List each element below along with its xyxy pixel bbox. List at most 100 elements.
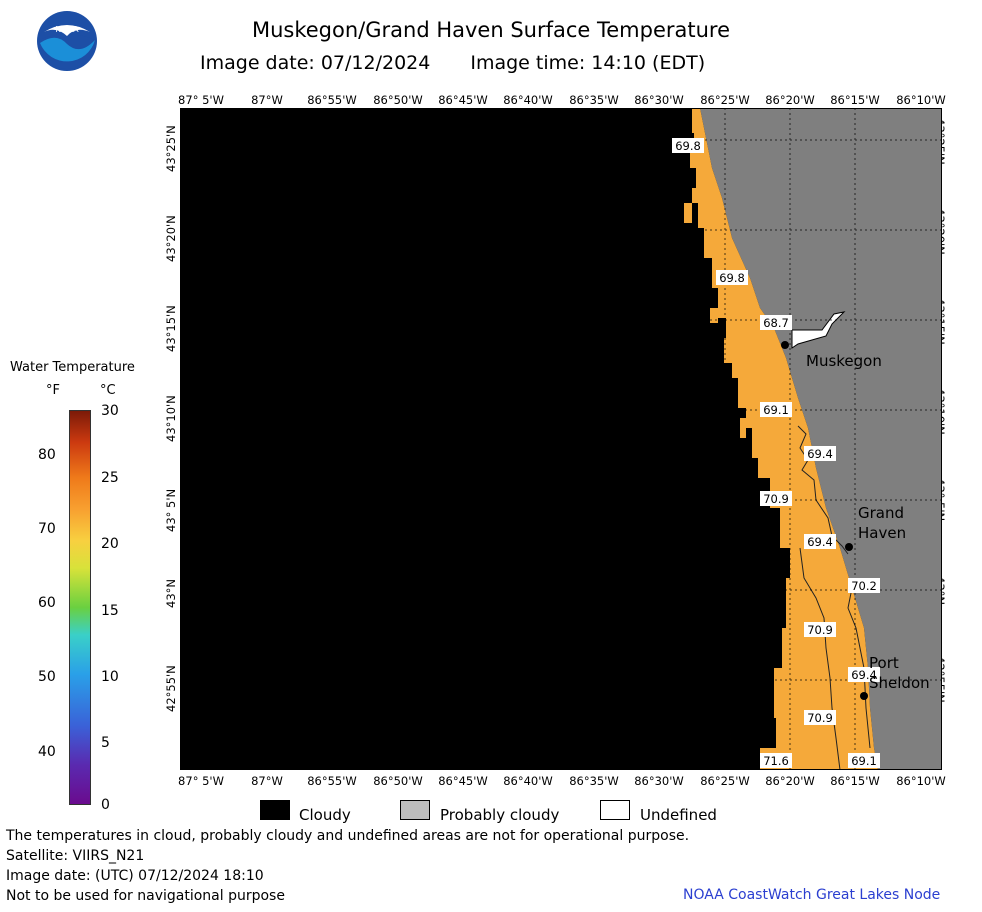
legend-unit-f: °F: [46, 383, 60, 398]
temp-label: 69.1: [848, 753, 880, 768]
lat-label: 43°20'N: [164, 215, 178, 262]
tick-f: 70: [38, 521, 56, 537]
city-marker-grand-haven: [845, 543, 853, 551]
legend-swatch-cloudy: [260, 800, 290, 820]
longitude-labels-bottom: 87° 5'W 87°W 86°55'W 86°50'W 86°45'W 86°…: [0, 774, 982, 788]
temperature-contour: [799, 547, 841, 770]
tick-c: 5: [101, 735, 110, 751]
place-label-port-sheldon: Port Sheldon: [869, 654, 930, 692]
svg-text:70.9: 70.9: [807, 711, 833, 725]
temp-label: 70.2: [848, 578, 880, 593]
place-label-muskegon: Muskegon: [806, 352, 882, 370]
tick-c: 30: [101, 403, 119, 419]
legend-swatch-probably-cloudy: [400, 800, 430, 820]
lon-label: 86°30'W: [634, 93, 684, 107]
lon-label: 86°30'W: [634, 774, 684, 788]
city-marker-muskegon: [781, 341, 789, 349]
lon-label: 87° 5'W: [178, 774, 224, 788]
temperature-contour: [847, 587, 871, 749]
lon-label: 86°10'W: [896, 93, 946, 107]
svg-text:69.8: 69.8: [675, 139, 701, 153]
lon-label: 86°10'W: [896, 774, 946, 788]
svg-text:69.8: 69.8: [719, 271, 745, 285]
lon-label: 86°40'W: [503, 774, 553, 788]
tick-f: 50: [38, 669, 56, 685]
satellite-text: Satellite: VIIRS_N21: [6, 848, 145, 864]
disclaimer-text: The temperatures in cloud, probably clou…: [6, 828, 690, 844]
lat-label: 43°10'N: [164, 395, 178, 442]
page-title: Muskegon/Grand Haven Surface Temperature: [251, 18, 731, 42]
graticule: [180, 108, 942, 770]
lon-label: 86°55'W: [307, 93, 357, 107]
tick-c: 0: [101, 797, 110, 813]
lon-label: 86°15'W: [830, 93, 880, 107]
tick-c: 15: [101, 603, 119, 619]
undefined-area: [791, 311, 846, 349]
temp-label: 70.9: [760, 491, 792, 506]
svg-text:70.2: 70.2: [851, 579, 877, 593]
lat-label: 43°15'N: [164, 305, 178, 352]
svg-text:69.4: 69.4: [807, 447, 833, 461]
navigation-warning: Not to be used for navigational purpose: [6, 888, 285, 904]
image-datetime: Image date: 07/12/2024 Image time: 14:10 …: [200, 52, 705, 74]
legend-unit-c: °C: [100, 383, 116, 398]
temp-label: 71.6: [760, 753, 792, 768]
tick-f: 60: [38, 595, 56, 611]
place-label-grand-haven: Grand Haven: [858, 504, 907, 542]
tick-f: 80: [38, 447, 56, 463]
temp-label: 69.1: [760, 402, 792, 417]
credit-text: NOAA CoastWatch Great Lakes Node: [683, 887, 941, 903]
tick-f: 40: [38, 744, 56, 760]
lon-label: 87° 5'W: [178, 93, 224, 107]
svg-text:70.9: 70.9: [763, 492, 789, 506]
tick-c: 10: [101, 669, 119, 685]
legend-swatch-undefined: [600, 800, 630, 820]
temp-label: 69.8: [672, 138, 704, 153]
tick-c: 20: [101, 536, 119, 552]
svg-text:68.7: 68.7: [763, 316, 789, 330]
legend-label-cloudy: Cloudy: [299, 806, 351, 824]
city-marker-port-sheldon: [860, 692, 868, 700]
lat-label: 43°25'N: [164, 125, 178, 172]
temperature-labels: 69.8 69.8 68.7 69.1 69.4 70.9 69.4 70.2 …: [672, 138, 880, 768]
legend-label-undefined: Undefined: [640, 806, 717, 824]
map-border: [180, 108, 942, 770]
lon-label: 86°50'W: [373, 774, 423, 788]
lon-label: 86°35'W: [569, 774, 619, 788]
svg-text:70.9: 70.9: [807, 623, 833, 637]
image-time: Image time: 14:10 (EDT): [470, 52, 706, 74]
lon-label: 86°45'W: [438, 93, 488, 107]
temp-label: 70.9: [804, 710, 836, 725]
lon-label: 86°40'W: [503, 93, 553, 107]
tick-c: 25: [101, 470, 119, 486]
lon-label: 86°20'W: [765, 774, 815, 788]
lon-label: 86°50'W: [373, 93, 423, 107]
temp-label: 69.4: [804, 534, 836, 549]
svg-text:71.6: 71.6: [763, 754, 789, 768]
sst-map: 69.8 69.8 68.7 69.1 69.4 70.9 69.4 70.2 …: [180, 108, 942, 770]
lat-label: 43°N: [164, 579, 178, 608]
temp-label: 70.9: [804, 622, 836, 637]
legend-title: Water Temperature: [10, 360, 135, 375]
svg-text:69.4: 69.4: [851, 668, 877, 682]
lat-label: 42°55'N: [164, 665, 178, 712]
temp-label: 69.8: [716, 270, 748, 285]
longitude-labels-top: 87° 5'W 87°W 86°55'W 86°50'W 86°45'W 86°…: [0, 93, 982, 107]
lat-label: 43° 5'N: [164, 488, 178, 532]
land-area: [700, 108, 942, 770]
svg-text:NOAA: NOAA: [55, 25, 79, 34]
lon-label: 87°W: [251, 93, 283, 107]
utc-date-text: Image date: (UTC) 07/12/2024 18:10: [6, 868, 264, 884]
lon-label: 86°55'W: [307, 774, 357, 788]
svg-text:69.1: 69.1: [763, 403, 789, 417]
lon-label: 87°W: [251, 774, 283, 788]
temp-label: 69.4: [804, 446, 836, 461]
image-date: Image date: 07/12/2024: [200, 52, 431, 74]
svg-text:69.1: 69.1: [851, 754, 877, 768]
temp-label: 68.7: [760, 315, 792, 330]
color-scale-bar: [69, 410, 91, 805]
lon-label: 86°15'W: [830, 774, 880, 788]
lon-label: 86°25'W: [700, 93, 750, 107]
noaa-logo: NOAA: [37, 11, 97, 71]
temp-label: 69.4: [848, 667, 880, 682]
